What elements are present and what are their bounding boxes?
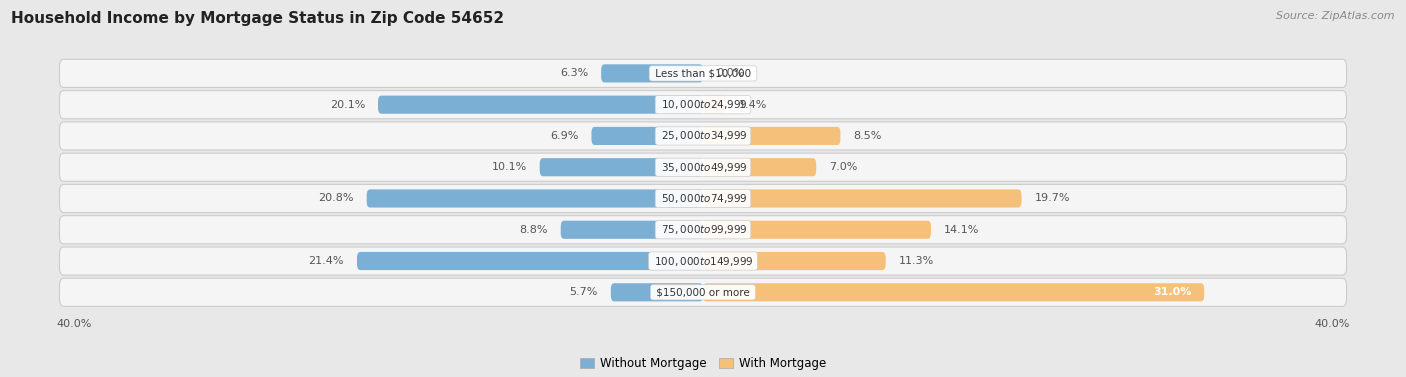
Text: $25,000 to $34,999: $25,000 to $34,999 xyxy=(658,129,748,143)
FancyBboxPatch shape xyxy=(59,59,1347,87)
FancyBboxPatch shape xyxy=(703,252,886,270)
Text: 7.0%: 7.0% xyxy=(830,162,858,172)
Text: 14.1%: 14.1% xyxy=(943,225,980,235)
FancyBboxPatch shape xyxy=(703,96,725,114)
FancyBboxPatch shape xyxy=(592,127,703,145)
FancyBboxPatch shape xyxy=(602,64,703,83)
FancyBboxPatch shape xyxy=(703,221,931,239)
FancyBboxPatch shape xyxy=(59,90,1347,119)
Text: 8.8%: 8.8% xyxy=(519,225,548,235)
FancyBboxPatch shape xyxy=(367,189,703,208)
FancyBboxPatch shape xyxy=(59,122,1347,150)
Text: 6.9%: 6.9% xyxy=(550,131,578,141)
Text: 0.0%: 0.0% xyxy=(716,68,744,78)
Text: 20.8%: 20.8% xyxy=(318,193,354,204)
FancyBboxPatch shape xyxy=(561,221,703,239)
Text: 20.1%: 20.1% xyxy=(329,100,366,110)
Text: 19.7%: 19.7% xyxy=(1035,193,1070,204)
Text: $150,000 or more: $150,000 or more xyxy=(652,287,754,297)
FancyBboxPatch shape xyxy=(378,96,703,114)
Text: $75,000 to $99,999: $75,000 to $99,999 xyxy=(658,223,748,236)
Text: $100,000 to $149,999: $100,000 to $149,999 xyxy=(651,254,755,268)
FancyBboxPatch shape xyxy=(59,216,1347,244)
FancyBboxPatch shape xyxy=(703,127,841,145)
Text: Less than $10,000: Less than $10,000 xyxy=(652,68,754,78)
FancyBboxPatch shape xyxy=(59,278,1347,307)
Text: 21.4%: 21.4% xyxy=(308,256,344,266)
FancyBboxPatch shape xyxy=(703,189,1022,208)
Text: 10.1%: 10.1% xyxy=(492,162,527,172)
Text: $10,000 to $24,999: $10,000 to $24,999 xyxy=(658,98,748,111)
Text: 31.0%: 31.0% xyxy=(1153,287,1191,297)
Text: Household Income by Mortgage Status in Zip Code 54652: Household Income by Mortgage Status in Z… xyxy=(11,11,505,26)
Text: 11.3%: 11.3% xyxy=(898,256,934,266)
Text: 1.4%: 1.4% xyxy=(738,100,766,110)
Text: 40.0%: 40.0% xyxy=(1315,319,1350,329)
Text: 8.5%: 8.5% xyxy=(853,131,882,141)
Text: $35,000 to $49,999: $35,000 to $49,999 xyxy=(658,161,748,174)
Text: 40.0%: 40.0% xyxy=(56,319,91,329)
FancyBboxPatch shape xyxy=(703,283,1204,301)
FancyBboxPatch shape xyxy=(703,158,815,176)
Text: 5.7%: 5.7% xyxy=(569,287,598,297)
FancyBboxPatch shape xyxy=(59,247,1347,275)
Text: $50,000 to $74,999: $50,000 to $74,999 xyxy=(658,192,748,205)
Legend: Without Mortgage, With Mortgage: Without Mortgage, With Mortgage xyxy=(575,352,831,375)
Text: Source: ZipAtlas.com: Source: ZipAtlas.com xyxy=(1277,11,1395,21)
FancyBboxPatch shape xyxy=(540,158,703,176)
FancyBboxPatch shape xyxy=(59,153,1347,181)
FancyBboxPatch shape xyxy=(357,252,703,270)
FancyBboxPatch shape xyxy=(610,283,703,301)
FancyBboxPatch shape xyxy=(59,184,1347,213)
Text: 6.3%: 6.3% xyxy=(560,68,588,78)
